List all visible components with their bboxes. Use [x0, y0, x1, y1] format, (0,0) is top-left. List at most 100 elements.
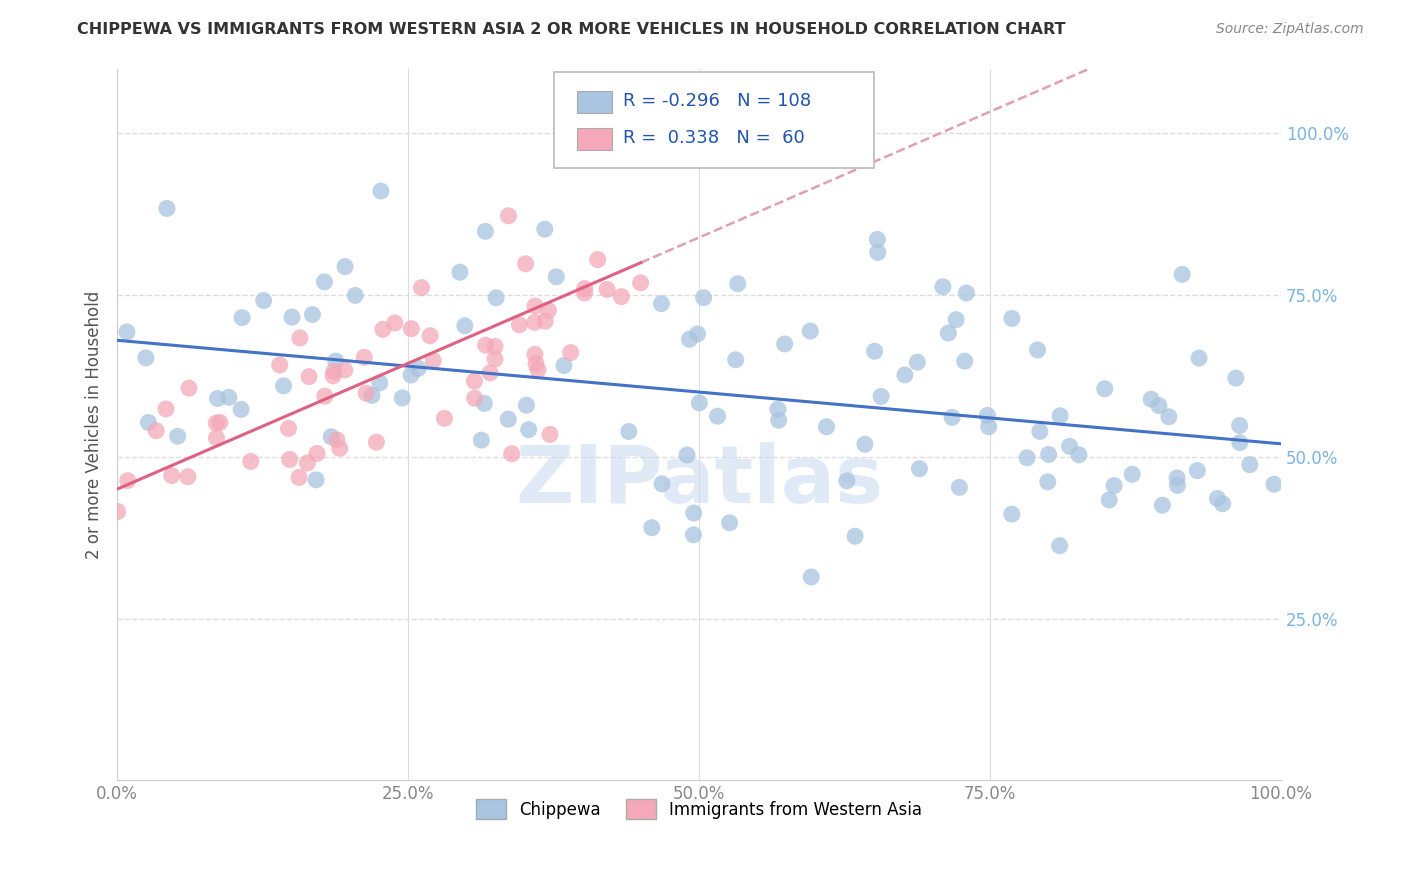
Point	[298, 369, 321, 384]
Point	[866, 245, 889, 260]
Point	[538, 427, 561, 442]
Point	[1015, 450, 1038, 465]
Point	[938, 326, 960, 340]
Point	[449, 265, 471, 279]
Point	[422, 353, 444, 368]
Point	[546, 269, 568, 284]
Point	[870, 389, 893, 403]
Point	[508, 318, 530, 332]
Point	[239, 454, 262, 468]
Point	[1001, 311, 1024, 326]
Point	[138, 416, 160, 430]
Point	[773, 337, 796, 351]
Point	[329, 442, 352, 456]
Point	[1001, 507, 1024, 521]
Point	[682, 506, 704, 520]
Point	[485, 291, 508, 305]
Point	[419, 328, 441, 343]
Point	[524, 357, 547, 371]
Point	[688, 396, 710, 410]
Point	[682, 528, 704, 542]
Point	[650, 296, 672, 310]
Text: CHIPPEWA VS IMMIGRANTS FROM WESTERN ASIA 2 OR MORE VEHICLES IN HOUSEHOLD CORRELA: CHIPPEWA VS IMMIGRANTS FROM WESTERN ASIA…	[77, 22, 1066, 37]
Point	[399, 368, 422, 382]
Point	[724, 352, 747, 367]
Text: R =  0.338   N =  60: R = 0.338 N = 60	[623, 128, 806, 146]
Point	[977, 419, 1000, 434]
Point	[617, 425, 640, 439]
Point	[322, 364, 344, 378]
Bar	[576, 128, 612, 151]
Point	[835, 474, 858, 488]
Point	[517, 423, 540, 437]
Point	[354, 386, 377, 401]
Point	[905, 355, 928, 369]
Point	[411, 280, 433, 294]
Point	[277, 421, 299, 435]
Point	[472, 396, 495, 410]
Point	[1263, 477, 1285, 491]
Point	[333, 363, 356, 377]
Point	[1157, 409, 1180, 424]
Point	[651, 476, 673, 491]
Point	[314, 275, 336, 289]
Point	[955, 285, 977, 300]
Point	[498, 209, 520, 223]
Point	[1038, 447, 1060, 461]
Point	[333, 260, 356, 274]
Point	[574, 285, 596, 300]
Point	[766, 402, 789, 417]
Point	[863, 344, 886, 359]
Point	[844, 529, 866, 543]
Point	[208, 416, 231, 430]
Point	[501, 447, 523, 461]
Point	[288, 470, 311, 484]
Point	[1102, 478, 1125, 492]
Point	[692, 291, 714, 305]
Point	[177, 469, 200, 483]
Point	[596, 283, 619, 297]
Point	[1188, 351, 1211, 365]
Point	[1229, 418, 1251, 433]
Point	[177, 381, 200, 395]
Point	[1059, 439, 1081, 453]
Point	[610, 290, 633, 304]
Point	[523, 315, 546, 329]
Point	[463, 374, 485, 388]
Point	[160, 468, 183, 483]
Point	[498, 412, 520, 426]
Point	[1094, 382, 1116, 396]
Point	[1026, 343, 1049, 357]
Point	[948, 480, 970, 494]
Point	[231, 310, 253, 325]
Point	[107, 504, 129, 518]
Point	[515, 398, 537, 412]
Point	[344, 288, 367, 302]
Point	[361, 388, 384, 402]
Point	[523, 347, 546, 361]
Point	[727, 277, 749, 291]
Point	[479, 366, 502, 380]
Point	[560, 345, 582, 359]
Point	[1239, 458, 1261, 472]
Point	[515, 257, 537, 271]
Point	[524, 299, 547, 313]
Point	[474, 224, 496, 238]
Point	[401, 321, 423, 335]
Point	[1049, 539, 1071, 553]
Point	[484, 339, 506, 353]
Point	[297, 456, 319, 470]
Y-axis label: 2 or more Vehicles in Household: 2 or more Vehicles in Household	[86, 290, 103, 558]
Point	[370, 184, 392, 198]
Point	[678, 332, 700, 346]
Point	[945, 312, 967, 326]
Point	[1067, 448, 1090, 462]
Point	[1098, 492, 1121, 507]
Point	[537, 303, 560, 318]
Point	[384, 316, 406, 330]
Point	[145, 424, 167, 438]
Point	[641, 521, 664, 535]
Point	[391, 391, 413, 405]
Point	[253, 293, 276, 308]
Point	[908, 461, 931, 475]
